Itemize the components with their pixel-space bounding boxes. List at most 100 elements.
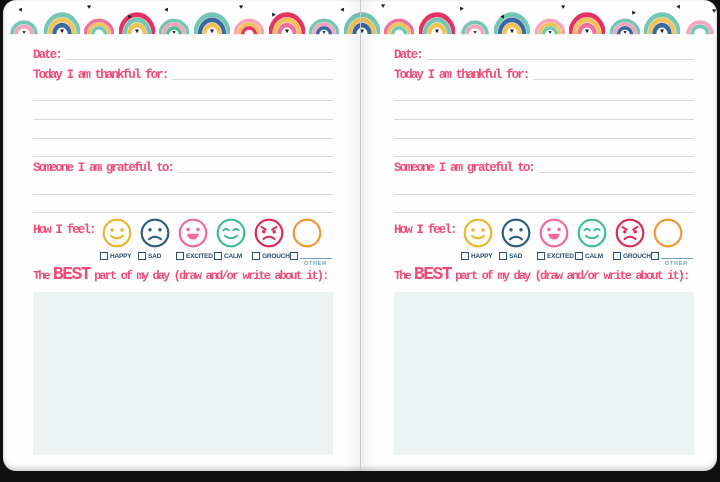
- grateful-label: Someone I am grateful to:: [394, 161, 536, 175]
- feel-label: How I feel:: [394, 223, 458, 237]
- sad-checkbox-label: SAD: [148, 252, 162, 260]
- writing-line[interactable]: [33, 156, 333, 157]
- other-checkbox[interactable]: [651, 252, 659, 260]
- thankful-line[interactable]: [172, 78, 333, 80]
- other-checkbox[interactable]: [290, 252, 298, 260]
- mood-happy: HAPPY: [99, 218, 137, 260]
- writing-line[interactable]: [394, 119, 694, 120]
- happy-checkbox-label: HAPPY: [471, 252, 493, 260]
- other-write-line[interactable]: [661, 253, 693, 259]
- calm-checkbox[interactable]: [214, 252, 222, 260]
- writing-line[interactable]: [33, 212, 333, 213]
- mood-calm: CALM: [213, 218, 251, 260]
- date-line[interactable]: [427, 58, 694, 60]
- happy-face-icon: [102, 218, 132, 248]
- excited-face-icon: [539, 218, 569, 248]
- calm-checkbox-label: CALM: [224, 252, 242, 260]
- svg-text:♥: ♥: [623, 30, 627, 35]
- happy-checkbox[interactable]: [461, 252, 469, 260]
- rainbow-decoration: ♥: [43, 10, 80, 35]
- best-suffix: part of my day (draw and/or write about …: [94, 269, 329, 283]
- heart-decoration: ♥: [163, 6, 171, 15]
- writing-line[interactable]: [33, 119, 333, 120]
- rainbow-border: ♥♥♥♥♥♥♥♥♥♥♥♥♥♥♥♥♥♥♥♥♥♥♥♥♥♥♥♥♥: [9, 2, 717, 35]
- rainbow-decoration: ♥: [159, 17, 190, 35]
- grateful-line[interactable]: [539, 171, 694, 173]
- best-suffix: part of my day (draw and/or write about …: [455, 269, 690, 283]
- calm-face-icon: [216, 218, 246, 248]
- best-word: BEST: [52, 265, 92, 285]
- svg-text:♥: ♥: [285, 26, 289, 35]
- sad-checkbox[interactable]: [138, 252, 146, 260]
- grateful-label: Someone I am grateful to:: [33, 161, 175, 175]
- excited-checkbox[interactable]: [176, 252, 184, 260]
- svg-text:♥: ♥: [360, 26, 364, 35]
- svg-text:♥: ♥: [210, 26, 214, 35]
- rainbow-decoration: [234, 17, 265, 35]
- writing-line[interactable]: [394, 194, 694, 195]
- writing-line[interactable]: [394, 156, 694, 157]
- happy-checkbox[interactable]: [100, 252, 108, 260]
- writing-line[interactable]: [394, 138, 694, 139]
- writing-line[interactable]: [394, 212, 694, 213]
- svg-text:♥: ♥: [548, 30, 552, 35]
- rainbow-decoration: ♥: [343, 10, 380, 35]
- heart-decoration: ♥: [381, 3, 386, 10]
- grouchy-checkbox-label: GROUCHY: [623, 252, 655, 260]
- heart-decoration: ♥: [561, 4, 566, 11]
- rainbow-decoration: ♥: [309, 17, 340, 35]
- writing-line[interactable]: [394, 100, 694, 101]
- grateful-line[interactable]: [178, 171, 333, 173]
- other-label: OTHER: [304, 261, 327, 267]
- sad-face-icon: [140, 218, 170, 248]
- mood-other: OTHER: [289, 218, 332, 267]
- excited-checkbox-label: EXCITED: [547, 252, 574, 260]
- rainbow-decoration: ♥: [193, 10, 230, 35]
- date-label: Date:: [394, 48, 424, 62]
- rainbow-decoration: ♥: [9, 17, 39, 35]
- heart-decoration: ♥: [17, 6, 25, 15]
- rainbow-decoration: ♥: [419, 10, 456, 35]
- rainbow-decoration: ♥: [534, 17, 565, 35]
- svg-text:♥: ♥: [435, 26, 439, 35]
- grouchy-checkbox[interactable]: [613, 252, 621, 260]
- writing-line[interactable]: [33, 100, 333, 101]
- rainbow-decoration: [685, 17, 715, 35]
- date-line[interactable]: [66, 58, 333, 60]
- other-face-icon: [653, 218, 683, 248]
- calm-face-icon: [577, 218, 607, 248]
- mood-sad: SAD: [498, 218, 536, 260]
- mood-happy: HAPPY: [460, 218, 498, 260]
- rainbow-decoration: [84, 17, 115, 35]
- calm-checkbox-label: CALM: [585, 252, 603, 260]
- excited-checkbox-label: EXCITED: [186, 252, 213, 260]
- drawing-area[interactable]: [33, 292, 333, 455]
- date-label: Date:: [33, 48, 63, 62]
- heart-decoration: ♥: [712, 8, 717, 15]
- excited-checkbox[interactable]: [537, 252, 545, 260]
- mood-other: OTHER: [650, 218, 693, 267]
- rainbow-decoration: ♥: [268, 10, 305, 35]
- other-label: OTHER: [665, 261, 688, 267]
- mood-excited: EXCITED: [175, 218, 213, 260]
- happy-checkbox-label: HAPPY: [110, 252, 132, 260]
- mood-grouchy: GROUCHY: [251, 218, 294, 260]
- writing-line[interactable]: [33, 138, 333, 139]
- book-spine: [360, 0, 361, 471]
- best-word: BEST: [413, 265, 453, 285]
- sad-checkbox[interactable]: [499, 252, 507, 260]
- thankful-line[interactable]: [533, 78, 694, 80]
- writing-line[interactable]: [33, 194, 333, 195]
- spine-shadow-left: [344, 0, 360, 471]
- sad-face-icon: [501, 218, 531, 248]
- best-prefix: The: [33, 269, 51, 283]
- mood-sad: SAD: [137, 218, 175, 260]
- rainbow-decoration: ♥: [460, 17, 490, 35]
- rainbow-decoration: ♥: [609, 17, 640, 35]
- calm-checkbox[interactable]: [575, 252, 583, 260]
- grouchy-checkbox[interactable]: [252, 252, 260, 260]
- svg-text:♥: ♥: [60, 26, 64, 35]
- svg-text:♥: ♥: [22, 30, 26, 35]
- other-write-line[interactable]: [300, 253, 332, 259]
- drawing-area[interactable]: [394, 292, 694, 455]
